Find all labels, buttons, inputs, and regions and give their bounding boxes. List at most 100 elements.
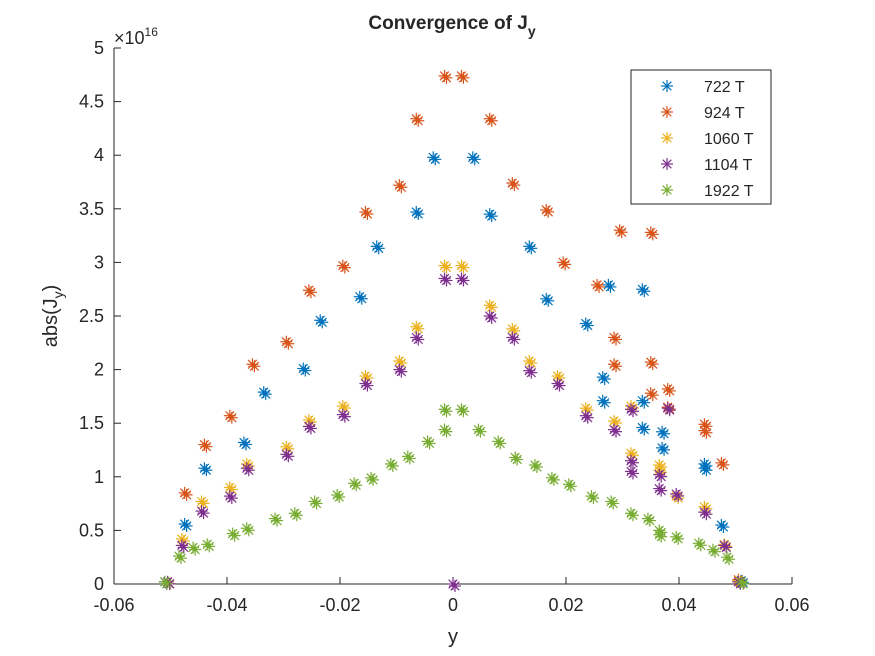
data-point-overlap	[663, 384, 676, 397]
data-point-overlap	[607, 497, 620, 510]
x-ticks: -0.06 -0.04 -0.02 0 0.02 0.04 0.06	[93, 577, 810, 615]
data-point-overlap	[720, 541, 733, 554]
data-point-overlap	[553, 379, 566, 392]
data-point-overlap	[700, 508, 713, 521]
data-point-overlap	[412, 208, 425, 221]
data-point-overlap	[310, 497, 323, 510]
data-point-overlap	[423, 437, 436, 450]
data-point-overlap	[282, 337, 295, 350]
y-tick-label: 1	[94, 467, 104, 487]
legend: 722 T 924 T 1060 T 1104 T 1922 T	[630, 69, 772, 205]
data-point-overlap	[700, 420, 713, 433]
data-point-overlap	[508, 333, 521, 346]
x-tick-label: 0.06	[774, 595, 809, 615]
data-point-overlap	[333, 491, 346, 504]
data-point-overlap	[440, 274, 453, 287]
series-4	[158, 403, 750, 590]
data-point-overlap	[485, 114, 498, 127]
data-point-overlap	[440, 71, 453, 84]
data-point-overlap	[440, 405, 453, 418]
data-point-overlap	[355, 292, 368, 305]
data-point-overlap	[581, 404, 594, 417]
data-point-overlap	[638, 396, 651, 409]
x-tick-label: -0.06	[93, 595, 134, 615]
data-point-overlap	[604, 280, 617, 293]
data-point-overlap	[638, 423, 651, 436]
data-point-overlap	[197, 507, 210, 520]
data-point-overlap	[525, 242, 538, 255]
data-point-overlap	[457, 405, 470, 418]
data-point-overlap	[338, 261, 351, 274]
y-tick-label: 4.5	[79, 92, 104, 112]
legend-marker	[661, 158, 673, 170]
data-point-overlap	[485, 301, 498, 314]
data-point-overlap	[581, 319, 594, 332]
data-point-overlap	[440, 425, 453, 438]
data-point-overlap	[395, 181, 408, 194]
data-point-overlap	[615, 226, 628, 239]
legend-marker	[661, 80, 673, 92]
y-tick-label: 5	[94, 38, 104, 58]
data-point-overlap	[525, 366, 538, 379]
y-axis-label: abs(Jy)	[40, 285, 66, 348]
data-point-overlap	[581, 411, 594, 424]
data-point-overlap	[412, 114, 425, 127]
data-point-overlap	[429, 153, 442, 166]
data-point-overlap	[672, 489, 685, 502]
data-point-overlap	[350, 479, 363, 492]
y-tick-label: 0	[94, 574, 104, 594]
data-point-overlap	[242, 464, 255, 477]
data-point-overlap	[610, 333, 623, 346]
data-point-overlap	[304, 422, 317, 435]
y-exponent-label: ×1016	[114, 25, 158, 48]
data-point-overlap	[412, 333, 425, 346]
data-point-overlap	[610, 360, 623, 373]
data-point-overlap	[361, 208, 374, 221]
data-point-overlap	[737, 577, 750, 590]
y-tick-label: 4	[94, 145, 104, 165]
data-point-overlap	[485, 312, 498, 324]
data-point-overlap	[663, 404, 676, 417]
x-tick-label: -0.04	[206, 595, 247, 615]
data-point-overlap	[564, 480, 577, 493]
data-point-overlap	[174, 552, 187, 565]
data-point-overlap	[626, 467, 639, 480]
data-point-overlap	[694, 539, 707, 552]
legend-label: 1104 T	[704, 157, 753, 174]
data-point-overlap	[225, 492, 238, 505]
data-point-overlap	[361, 379, 374, 392]
data-point-overlap	[239, 438, 252, 451]
legend-marker	[661, 132, 673, 144]
data-point-overlap	[203, 540, 216, 553]
data-point-overlap	[511, 453, 524, 466]
data-point-overlap	[646, 389, 659, 402]
data-point-overlap	[708, 545, 721, 558]
data-point-overlap	[457, 71, 470, 84]
series-0	[158, 151, 750, 590]
data-point-overlap	[403, 452, 416, 465]
y-tick-label: 3.5	[79, 199, 104, 219]
data-point-overlap	[395, 365, 408, 378]
data-point-overlap	[717, 521, 730, 534]
data-point-overlap	[700, 459, 713, 472]
legend-box	[630, 69, 772, 205]
data-point-overlap	[457, 261, 470, 274]
data-point-overlap	[440, 261, 453, 274]
data-point-overlap	[598, 396, 611, 409]
data-point-overlap	[248, 360, 261, 373]
data-point-overlap	[542, 205, 555, 218]
data-point-overlap	[271, 514, 284, 527]
data-point-overlap	[468, 153, 481, 166]
data-point-overlap	[646, 358, 659, 371]
data-point-overlap	[655, 530, 668, 543]
legend-marker	[661, 106, 673, 118]
data-point-overlap	[189, 543, 202, 556]
data-point-overlap	[658, 443, 671, 456]
data-point-overlap	[225, 483, 238, 496]
data-point-overlap	[372, 242, 385, 255]
data-point-overlap	[200, 464, 213, 477]
data-point-overlap	[225, 411, 238, 424]
chart-title: Convergence of Jy	[368, 13, 535, 39]
data-point-overlap	[259, 388, 272, 401]
